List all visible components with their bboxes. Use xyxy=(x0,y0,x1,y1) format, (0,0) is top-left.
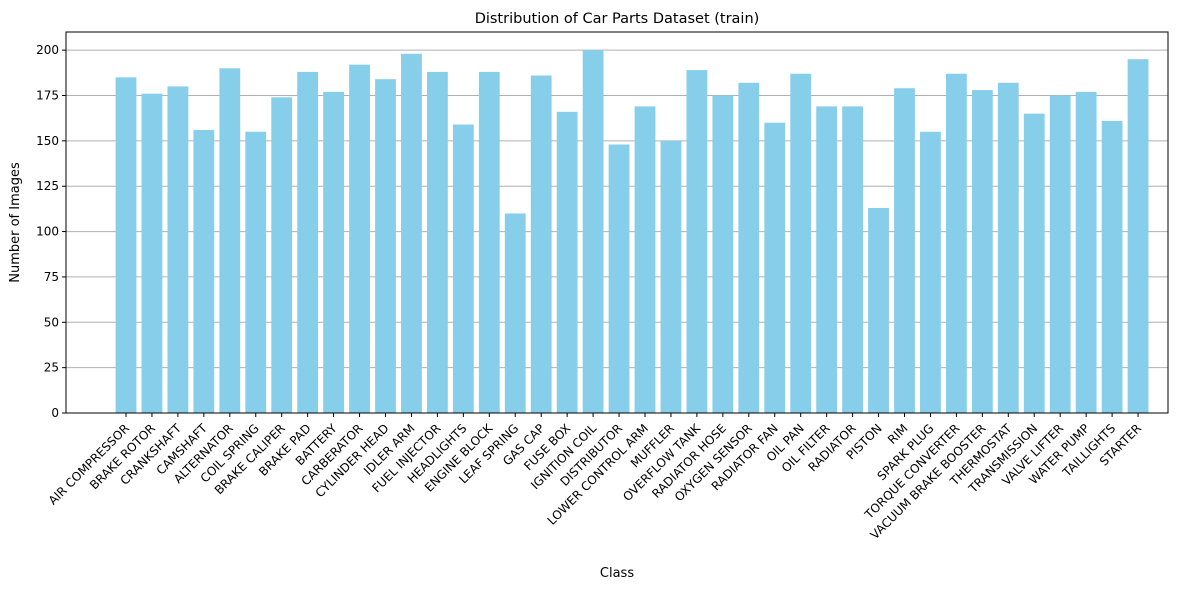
bar xyxy=(167,86,189,413)
bar xyxy=(971,90,993,414)
bar xyxy=(790,73,812,413)
y-tick-label: 150 xyxy=(36,134,59,148)
bar xyxy=(245,131,267,414)
bar xyxy=(582,50,604,414)
bars xyxy=(115,50,1149,414)
y-tick-label: 125 xyxy=(36,179,59,193)
y-tick-label: 200 xyxy=(36,43,59,57)
plot-frame xyxy=(65,31,1169,414)
bar xyxy=(920,131,941,414)
bar xyxy=(1101,120,1123,414)
bar xyxy=(712,95,734,413)
bar xyxy=(141,93,163,413)
bar xyxy=(504,213,526,413)
bar xyxy=(608,144,630,413)
bar xyxy=(530,75,552,414)
y-tick-label: 75 xyxy=(44,270,59,284)
bar xyxy=(764,122,786,413)
bar xyxy=(556,111,578,413)
bar xyxy=(478,71,500,414)
bar xyxy=(842,106,863,413)
bar xyxy=(1127,59,1149,413)
bar xyxy=(1075,91,1097,413)
bar xyxy=(946,73,967,413)
bar xyxy=(894,88,915,413)
bar xyxy=(1049,95,1071,413)
bar xyxy=(323,91,344,413)
bar xyxy=(660,140,682,413)
bar xyxy=(1023,113,1045,414)
y-tick-label: 175 xyxy=(36,89,59,103)
bar xyxy=(452,124,474,414)
bar xyxy=(297,71,319,414)
bar xyxy=(816,106,838,413)
bar xyxy=(193,129,215,413)
y-tick-label: 25 xyxy=(44,361,59,375)
y-tick-label: 100 xyxy=(36,225,59,239)
bar xyxy=(686,70,708,413)
y-tick-label: 0 xyxy=(51,406,59,420)
x-axis-title: Class xyxy=(600,566,634,581)
bar xyxy=(349,64,370,414)
bar xyxy=(997,82,1019,414)
bar xyxy=(401,53,422,414)
bar xyxy=(375,79,396,414)
bar xyxy=(219,68,241,414)
bar xyxy=(738,82,760,414)
bar xyxy=(427,71,448,414)
bar xyxy=(115,77,137,413)
y-axis: 0 25 50 75 100 125 150 175 200 xyxy=(36,43,66,420)
y-tick-label: 50 xyxy=(44,315,59,329)
bar xyxy=(634,106,656,413)
y-axis-title: Number of Images xyxy=(8,162,23,283)
bar xyxy=(868,207,889,413)
chart-title: Distribution of Car Parts Dataset (train… xyxy=(475,11,760,27)
bar xyxy=(271,97,293,414)
